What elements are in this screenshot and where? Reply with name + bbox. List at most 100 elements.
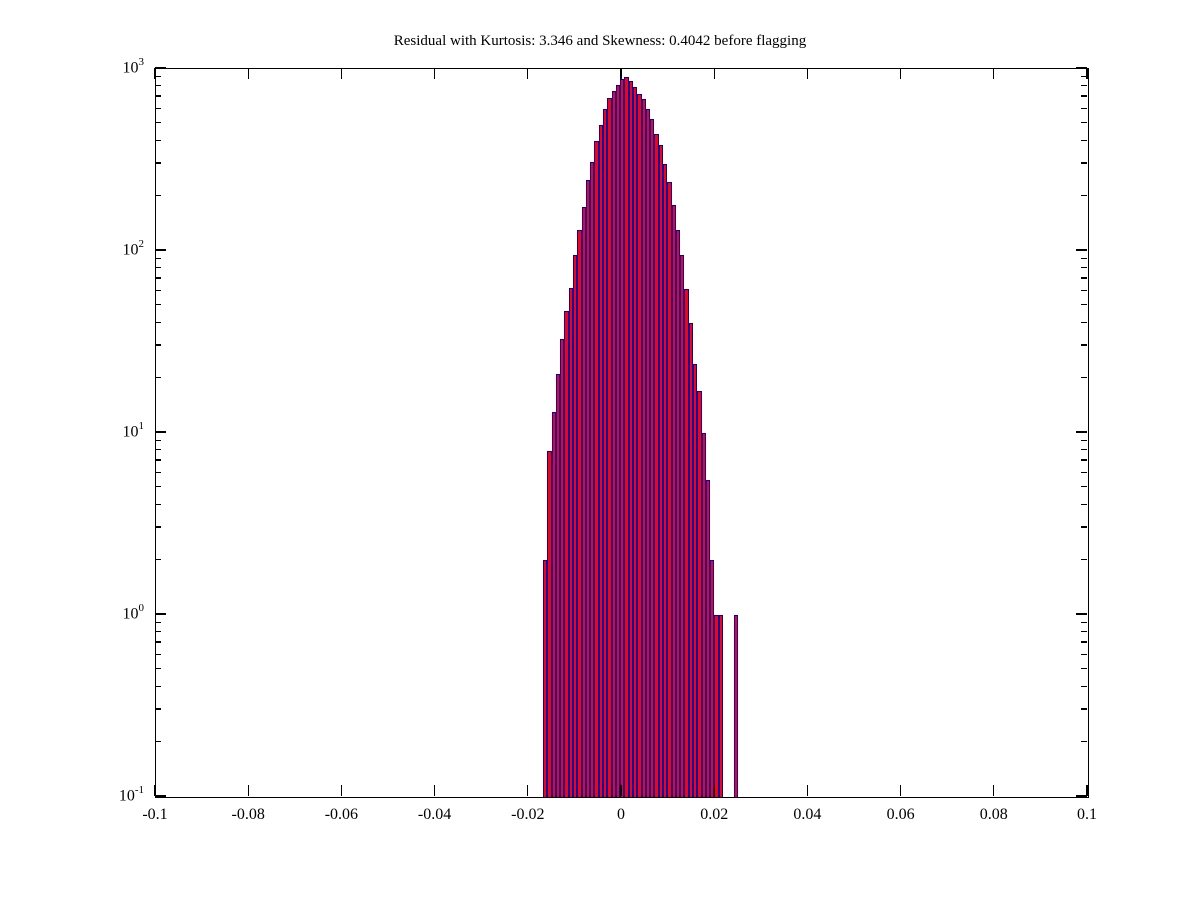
y-tick-minor <box>155 95 161 97</box>
histogram-bar <box>701 433 706 797</box>
y-tick-minor-right <box>1081 459 1087 461</box>
histogram-bar <box>688 323 693 797</box>
y-tick-minor <box>155 162 161 164</box>
histogram-bar <box>680 255 685 797</box>
y-tick-minor <box>155 304 161 306</box>
histogram-bar <box>624 77 629 797</box>
y-tick-minor-right <box>1081 277 1087 279</box>
x-axis-tick-label: 0.04 <box>793 806 822 823</box>
y-axis-tick-label: 100 <box>100 602 145 623</box>
y-tick-minor-right <box>1081 289 1087 292</box>
histogram-bar <box>611 90 616 797</box>
x-axis-tick-label: -0.1 <box>142 806 168 823</box>
histogram-bar <box>564 310 569 797</box>
x-tick-major-top <box>899 68 902 79</box>
y-label-exponent: -1 <box>134 784 144 796</box>
x-tick-major-top <box>340 68 343 79</box>
y-tick-minor <box>155 653 161 656</box>
y-tick-minor <box>155 122 161 124</box>
histogram-bar <box>577 230 582 797</box>
y-tick-minor <box>155 459 161 461</box>
y-tick-major <box>155 67 166 69</box>
x-axis-tick-label: 0.02 <box>700 806 729 823</box>
y-tick-minor <box>155 685 161 688</box>
histogram-bar <box>645 109 651 797</box>
y-tick-minor <box>155 448 161 451</box>
y-tick-minor-right <box>1081 558 1087 560</box>
y-tick-minor-right <box>1081 740 1087 742</box>
y-label-mantissa: 10 <box>118 787 135 805</box>
y-tick-minor <box>155 266 161 269</box>
y-label-mantissa: 10 <box>122 605 139 623</box>
x-tick-major-bottom <box>154 785 156 796</box>
x-tick-major-top <box>620 68 622 79</box>
y-tick-minor-right <box>1081 486 1087 488</box>
histogram-bar <box>542 560 548 797</box>
y-tick-minor-right <box>1081 194 1087 196</box>
y-tick-minor <box>155 376 161 378</box>
y-tick-minor <box>155 668 161 670</box>
y-tick-major <box>155 613 166 615</box>
y-axis-tick-label: 101 <box>100 420 145 441</box>
y-tick-minor-right <box>1081 668 1087 670</box>
y-tick-minor <box>155 503 161 506</box>
y-tick-minor-right <box>1081 266 1087 269</box>
histogram-bar <box>628 80 633 797</box>
histogram-bar <box>641 99 646 797</box>
y-tick-minor <box>155 344 161 346</box>
y-tick-minor <box>155 740 161 742</box>
y-tick-minor <box>155 471 161 474</box>
x-tick-major-top <box>154 68 156 79</box>
x-tick-major-top <box>806 68 809 79</box>
histogram-bar <box>654 133 659 797</box>
x-tick-major-top <box>993 68 995 79</box>
histogram-bar <box>607 98 612 797</box>
y-tick-major <box>155 249 166 251</box>
y-label-mantissa: 10 <box>122 59 139 77</box>
x-axis-tick-label: -0.02 <box>511 806 545 823</box>
y-tick-minor-right <box>1081 503 1087 506</box>
histogram-bar <box>555 374 561 797</box>
y-tick-minor <box>155 526 161 528</box>
x-tick-major-bottom <box>713 785 715 796</box>
y-tick-minor-right <box>1081 685 1087 688</box>
histogram-bar <box>568 287 573 797</box>
y-tick-minor-right <box>1081 708 1087 710</box>
y-tick-minor-right <box>1081 95 1087 97</box>
y-tick-minor <box>155 107 161 110</box>
y-tick-minor-right <box>1081 84 1087 87</box>
y-tick-minor-right <box>1081 122 1087 124</box>
y-tick-minor <box>155 84 161 87</box>
y-tick-major-right <box>1076 67 1087 69</box>
y-tick-minor <box>155 558 161 560</box>
x-tick-major-bottom <box>247 785 249 796</box>
histogram-bar <box>663 164 668 797</box>
x-tick-major-bottom <box>620 785 622 796</box>
y-tick-major-right <box>1076 249 1087 251</box>
x-tick-major-bottom <box>527 785 529 796</box>
y-tick-minor-right <box>1081 139 1087 142</box>
histogram-bar <box>734 615 739 797</box>
histogram-bar <box>705 480 711 797</box>
y-tick-minor-right <box>1081 376 1087 378</box>
histogram-bar <box>590 161 595 797</box>
y-axis-tick-label: 102 <box>100 238 145 259</box>
y-tick-minor <box>155 486 161 488</box>
y-tick-major <box>155 431 166 433</box>
y-label-mantissa: 10 <box>122 241 139 259</box>
x-tick-major-top <box>433 68 436 79</box>
histogram-bars <box>156 69 1088 797</box>
x-tick-major-top <box>247 68 249 79</box>
histogram-bar <box>658 145 663 797</box>
histogram-bar <box>547 450 552 797</box>
x-tick-major-bottom <box>340 785 343 796</box>
x-axis-tick-label: -0.04 <box>417 806 452 823</box>
histogram-bar <box>671 204 676 797</box>
y-label-exponent: 3 <box>138 56 145 68</box>
x-tick-major-top <box>527 68 529 79</box>
x-axis-tick-label: -0.06 <box>324 806 359 823</box>
y-tick-major-right <box>1076 613 1087 615</box>
y-tick-minor <box>155 708 161 710</box>
histogram-bar <box>693 363 698 797</box>
y-tick-minor <box>155 289 161 292</box>
